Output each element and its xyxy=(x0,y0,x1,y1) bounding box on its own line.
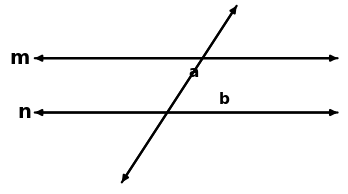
Text: n: n xyxy=(17,103,31,122)
Text: b: b xyxy=(219,92,230,107)
Text: m: m xyxy=(9,49,29,68)
Text: a: a xyxy=(188,65,198,80)
